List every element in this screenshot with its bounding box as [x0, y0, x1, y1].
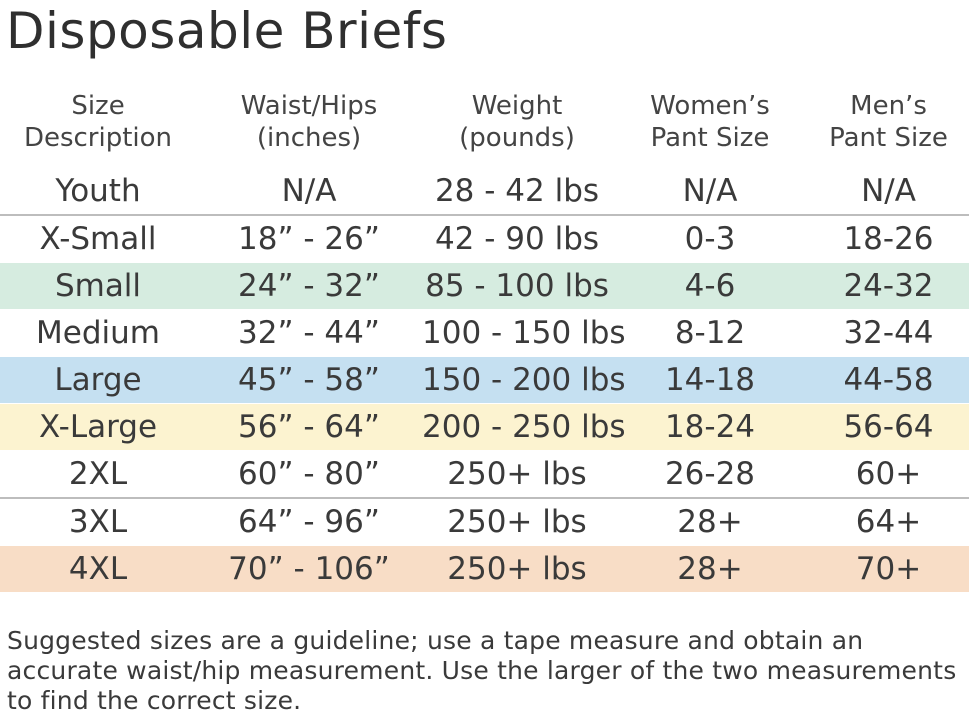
womens-size-cell: 28+	[677, 504, 743, 540]
page-title: Disposable Briefs	[6, 2, 448, 60]
mens-size-cell: 24-32	[843, 268, 934, 304]
mens-size-cell: 64+	[855, 504, 922, 540]
header-waist-hips: Waist/Hips (inches)	[196, 90, 422, 154]
waist-cell: N/A	[281, 173, 337, 209]
womens-size-cell: 18-24	[664, 409, 756, 445]
table-row: Youth N/A 28 - 42 lbs N/A N/A	[0, 168, 969, 216]
womens-size-cell: 0-3	[684, 221, 736, 257]
header-line: Men’s	[850, 91, 927, 121]
header-womens-pant-size: Women’s Pant Size	[612, 90, 808, 154]
size-cell: Youth	[55, 173, 141, 209]
size-cell: X-Large	[38, 409, 158, 445]
header-size-description: Size Description	[0, 90, 196, 154]
waist-cell: 56” - 64”	[238, 409, 380, 445]
header-line: Size	[71, 91, 125, 121]
weight-cell: 28 - 42 lbs	[434, 173, 600, 209]
header-line: Pant Size	[650, 123, 770, 153]
weight-cell: 250+ lbs	[447, 504, 587, 540]
header-line: Description	[23, 123, 173, 153]
size-cell: Large	[54, 362, 142, 398]
mens-size-cell: 18-26	[843, 221, 934, 257]
weight-cell: 100 - 150 lbs	[422, 315, 626, 351]
weight-cell: 250+ lbs	[447, 551, 587, 587]
table-row: Small 24” - 32” 85 - 100 lbs 4-6 24-32	[0, 263, 969, 309]
waist-cell: 32” - 44”	[238, 315, 380, 351]
table-row: Large 45” - 58” 150 - 200 lbs 14-18 44-5…	[0, 357, 969, 403]
waist-cell: 18” - 26”	[238, 221, 380, 257]
mens-size-cell: 32-44	[843, 315, 934, 351]
table-row: Medium 32” - 44” 100 - 150 lbs 8-12 32-4…	[0, 310, 969, 356]
table-row: 2XL 60” - 80” 250+ lbs 26-28 60+	[0, 451, 969, 499]
womens-size-cell: 14-18	[664, 362, 756, 398]
mens-size-cell: N/A	[861, 173, 916, 209]
mens-size-cell: 70+	[855, 551, 922, 587]
waist-cell: 45” - 58”	[238, 362, 380, 398]
waist-cell: 70” - 106”	[228, 551, 390, 587]
size-cell: Small	[54, 268, 142, 304]
table-row: X-Large 56” - 64” 200 - 250 lbs 18-24 56…	[0, 404, 969, 450]
header-line: Pant Size	[829, 123, 948, 153]
womens-size-cell: 28+	[677, 551, 743, 587]
size-cell: 3XL	[68, 504, 128, 540]
header-line: Weight	[471, 91, 563, 121]
waist-cell: 64” - 96”	[238, 504, 380, 540]
womens-size-cell: 8-12	[674, 315, 746, 351]
weight-cell: 250+ lbs	[447, 456, 587, 492]
womens-size-cell: 26-28	[664, 456, 756, 492]
size-cell: 2XL	[68, 456, 128, 492]
weight-cell: 85 - 100 lbs	[425, 268, 609, 304]
header-line: Women’s	[650, 91, 770, 121]
header-mens-pant-size: Men’s Pant Size	[808, 90, 969, 154]
size-cell: X-Small	[39, 221, 157, 257]
sizing-note: Suggested sizes are a guideline; use a t…	[7, 626, 957, 715]
womens-size-cell: 4-6	[684, 268, 736, 304]
header-line: (pounds)	[459, 123, 575, 153]
header-weight: Weight (pounds)	[422, 90, 612, 154]
mens-size-cell: 56-64	[843, 409, 934, 445]
table-header: Size Description Waist/Hips (inches) Wei…	[0, 86, 969, 168]
waist-cell: 24” - 32”	[238, 268, 380, 304]
size-chart-table: Size Description Waist/Hips (inches) Wei…	[0, 86, 969, 593]
table-row: 4XL 70” - 106” 250+ lbs 28+ 70+	[0, 546, 969, 592]
header-line: (inches)	[256, 123, 362, 153]
weight-cell: 42 - 90 lbs	[434, 221, 600, 257]
table-row: 3XL 64” - 96” 250+ lbs 28+ 64+	[0, 499, 969, 545]
waist-cell: 60” - 80”	[238, 456, 380, 492]
table-row: X-Small 18” - 26” 42 - 90 lbs 0-3 18-26	[0, 216, 969, 262]
weight-cell: 200 - 250 lbs	[422, 409, 626, 445]
size-cell: Medium	[36, 315, 160, 351]
size-cell: 4XL	[68, 551, 128, 587]
mens-size-cell: 60+	[855, 456, 922, 492]
mens-size-cell: 44-58	[843, 362, 934, 398]
womens-size-cell: N/A	[682, 173, 738, 209]
weight-cell: 150 - 200 lbs	[422, 362, 626, 398]
header-line: Waist/Hips	[240, 91, 378, 121]
